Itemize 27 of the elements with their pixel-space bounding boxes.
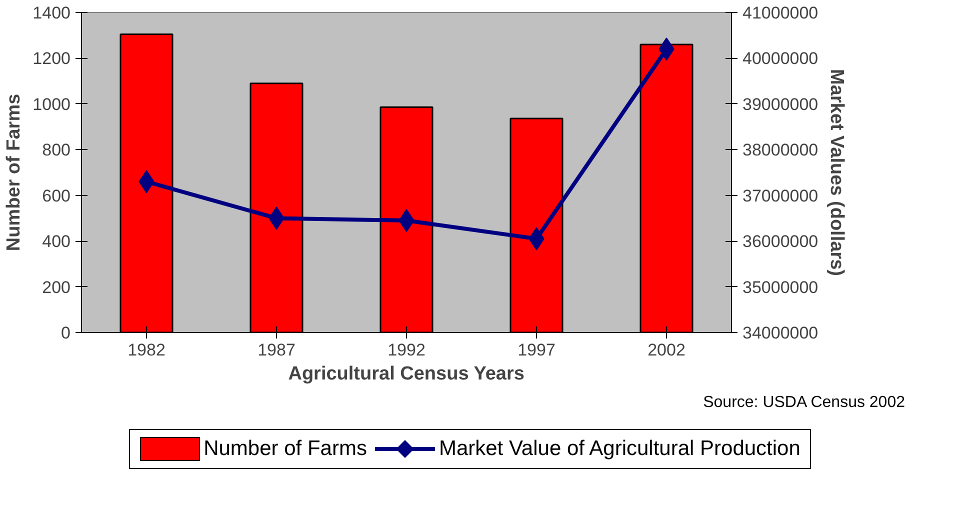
y2-tick-label: 34000000 <box>742 324 818 342</box>
y2-axis-title: Market Values (dollars) <box>826 69 848 276</box>
x-tick-label: 1992 <box>388 340 426 360</box>
legend-label: Number of Farms <box>204 436 367 462</box>
y2-tick-label: 35000000 <box>742 278 818 297</box>
y-tick-label: 200 <box>42 278 71 297</box>
y-tick-label: 600 <box>42 186 71 206</box>
y-tick-label: 1000 <box>32 94 71 114</box>
legend-label: Market Value of Agricultural Production <box>438 436 800 462</box>
source-note: Source: USDA Census 2002 <box>702 393 906 413</box>
y-tick-label: 800 <box>42 140 71 160</box>
x-tick-label: 2002 <box>648 340 686 360</box>
x-tick-label: 1982 <box>128 340 166 360</box>
y-tick-label: 400 <box>42 232 71 252</box>
x-tick-label: 1997 <box>518 340 556 360</box>
y-tick-label: 1200 <box>32 49 71 68</box>
y2-tick-label: 40000000 <box>742 49 818 68</box>
y2-tick-label: 38000000 <box>742 140 818 160</box>
y-axis-title: Number of Farms <box>4 94 25 252</box>
y2-tick-label: 37000000 <box>742 186 818 206</box>
y2-tick-label: 39000000 <box>742 94 818 114</box>
x-tick-label: 1987 <box>258 340 296 360</box>
y-tick-label: 0 <box>61 324 71 342</box>
y2-tick-label: 36000000 <box>742 232 818 252</box>
y2-tick-label: 41000000 <box>742 4 818 22</box>
y-tick-label: 1400 <box>32 4 71 22</box>
x-axis-title: Agricultural Census Years <box>288 364 524 384</box>
